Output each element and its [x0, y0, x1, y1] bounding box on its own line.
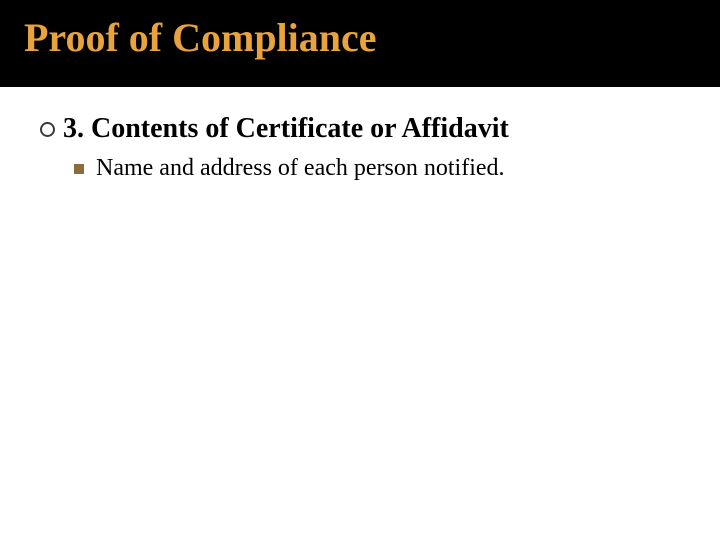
slide-content: 3. Contents of Certificate or Affidavit … — [0, 87, 720, 182]
list-item-level2: Name and address of each person notified… — [74, 155, 680, 182]
title-band: Proof of Compliance — [0, 0, 720, 87]
list-item-level1: 3. Contents of Certificate or Affidavit — [40, 113, 680, 145]
square-bullet-icon — [74, 164, 84, 174]
list-item-level2-text: Name and address of each person notified… — [96, 155, 505, 182]
circle-bullet-icon — [40, 122, 55, 137]
slide: Proof of Compliance 3. Contents of Certi… — [0, 0, 720, 540]
list-item-level1-text: 3. Contents of Certificate or Affidavit — [63, 113, 509, 145]
slide-title: Proof of Compliance — [24, 14, 720, 61]
